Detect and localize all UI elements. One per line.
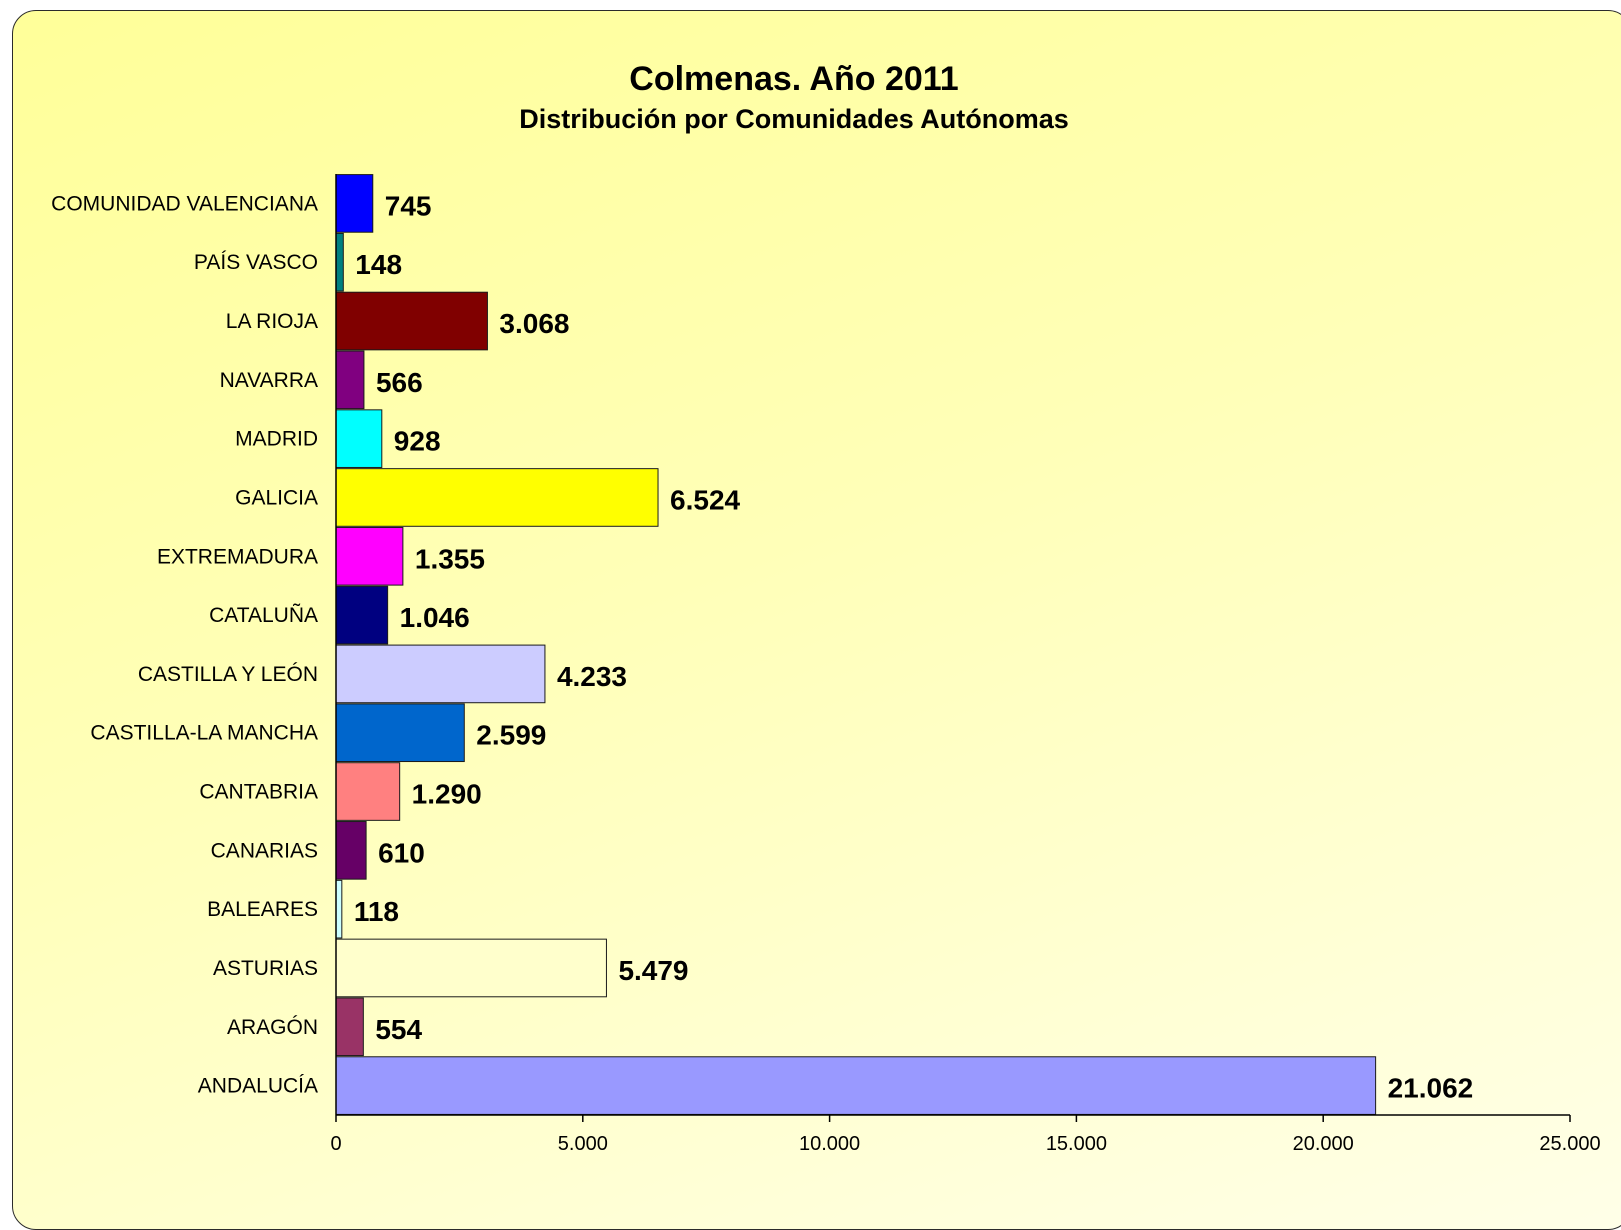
value-label-madrid: 928 xyxy=(394,426,441,457)
category-label-aragon: ARAGÓN xyxy=(227,1016,318,1039)
x-tick-label: 25.000 xyxy=(1539,1133,1600,1155)
value-label-galicia: 6.524 xyxy=(670,484,740,515)
category-label-cantabria: CANTABRIA xyxy=(199,781,318,804)
chart-frame xyxy=(12,10,1621,1230)
x-tick-label: 5.000 xyxy=(558,1133,608,1155)
bar-cantabria xyxy=(335,762,401,821)
category-label-castilla-y-leon: CASTILLA Y LEÓN xyxy=(138,663,318,686)
category-label-navarra: NAVARRA xyxy=(220,369,318,392)
category-label-extremadura: EXTREMADURA xyxy=(157,545,318,568)
chart-title: Colmenas. Año 2011 xyxy=(629,60,958,98)
category-label-canarias: CANARIAS xyxy=(211,839,318,862)
bar-castilla-la-mancha xyxy=(335,703,465,763)
value-label-aragon: 554 xyxy=(375,1014,422,1045)
category-label-madrid: MADRID xyxy=(235,428,318,451)
value-label-extremadura: 1.355 xyxy=(415,543,485,574)
value-label-la-rioja: 3.068 xyxy=(499,308,569,339)
bar-navarra xyxy=(335,350,365,410)
value-label-canarias: 610 xyxy=(378,837,425,868)
bars-layer: COMUNIDAD VALENCIANA 745 PAÍS VASCO 148 LA R… xyxy=(51,174,1474,1115)
bar-galicia xyxy=(335,468,659,527)
value-label-castilla-la-mancha: 2.599 xyxy=(476,720,546,751)
bar-pais-vasco xyxy=(335,232,344,292)
value-label-cataluna: 1.046 xyxy=(400,602,470,633)
x-tick-label: 15.000 xyxy=(1046,1133,1107,1155)
value-label-cantabria: 1.290 xyxy=(412,779,482,810)
category-label-castilla-la-mancha: CASTILLA-LA MANCHA xyxy=(90,722,318,745)
bar-madrid xyxy=(335,409,383,468)
category-label-comunidad-valenciana: COMUNIDAD VALENCIANA xyxy=(51,192,318,215)
value-label-castilla-y-leon: 4.233 xyxy=(557,661,627,692)
bar-comunidad-valenciana xyxy=(335,174,374,233)
category-label-cataluna: CATALUÑA xyxy=(209,603,318,627)
value-label-andalucia: 21.062 xyxy=(1388,1073,1474,1104)
bar-la-rioja xyxy=(335,291,488,351)
value-label-pais-vasco: 148 xyxy=(355,249,402,280)
x-axis: 0 5.000 10.000 15.000 20.000 25.000 xyxy=(330,174,1601,1155)
category-label-galicia: GALICIA xyxy=(235,486,318,509)
category-label-asturias: ASTURIAS xyxy=(213,957,318,980)
x-tick-label: 10.000 xyxy=(799,1133,860,1155)
bar-castilla-y-leon xyxy=(335,644,546,704)
category-label-la-rioja: LA RIOJA xyxy=(226,310,318,333)
x-tick-label: 0 xyxy=(330,1133,341,1155)
x-tick-label: 20.000 xyxy=(1293,1133,1354,1155)
chart-subtitle: Distribución por Comunidades Autónomas xyxy=(519,104,1069,134)
bar-canarias xyxy=(335,821,367,880)
bar-cataluna xyxy=(335,585,389,645)
value-label-asturias: 5.479 xyxy=(618,955,688,986)
bar-aragon xyxy=(335,997,364,1057)
category-label-baleares: BALEARES xyxy=(207,898,318,921)
bar-asturias xyxy=(335,938,607,998)
value-label-baleares: 118 xyxy=(354,896,399,927)
bar-extremadura xyxy=(335,526,404,586)
category-label-andalucia: ANDALUCÍA xyxy=(198,1075,318,1098)
category-label-pais-vasco: PAÍS VASCO xyxy=(194,251,318,274)
value-label-navarra: 566 xyxy=(376,367,423,398)
bar-baleares xyxy=(335,879,343,939)
bar-chart: Colmenas. Año 2011 Distribución por Comu… xyxy=(51,60,1601,1155)
value-label-comunidad-valenciana: 745 xyxy=(385,190,432,221)
bar-andalucia xyxy=(335,1056,1377,1115)
